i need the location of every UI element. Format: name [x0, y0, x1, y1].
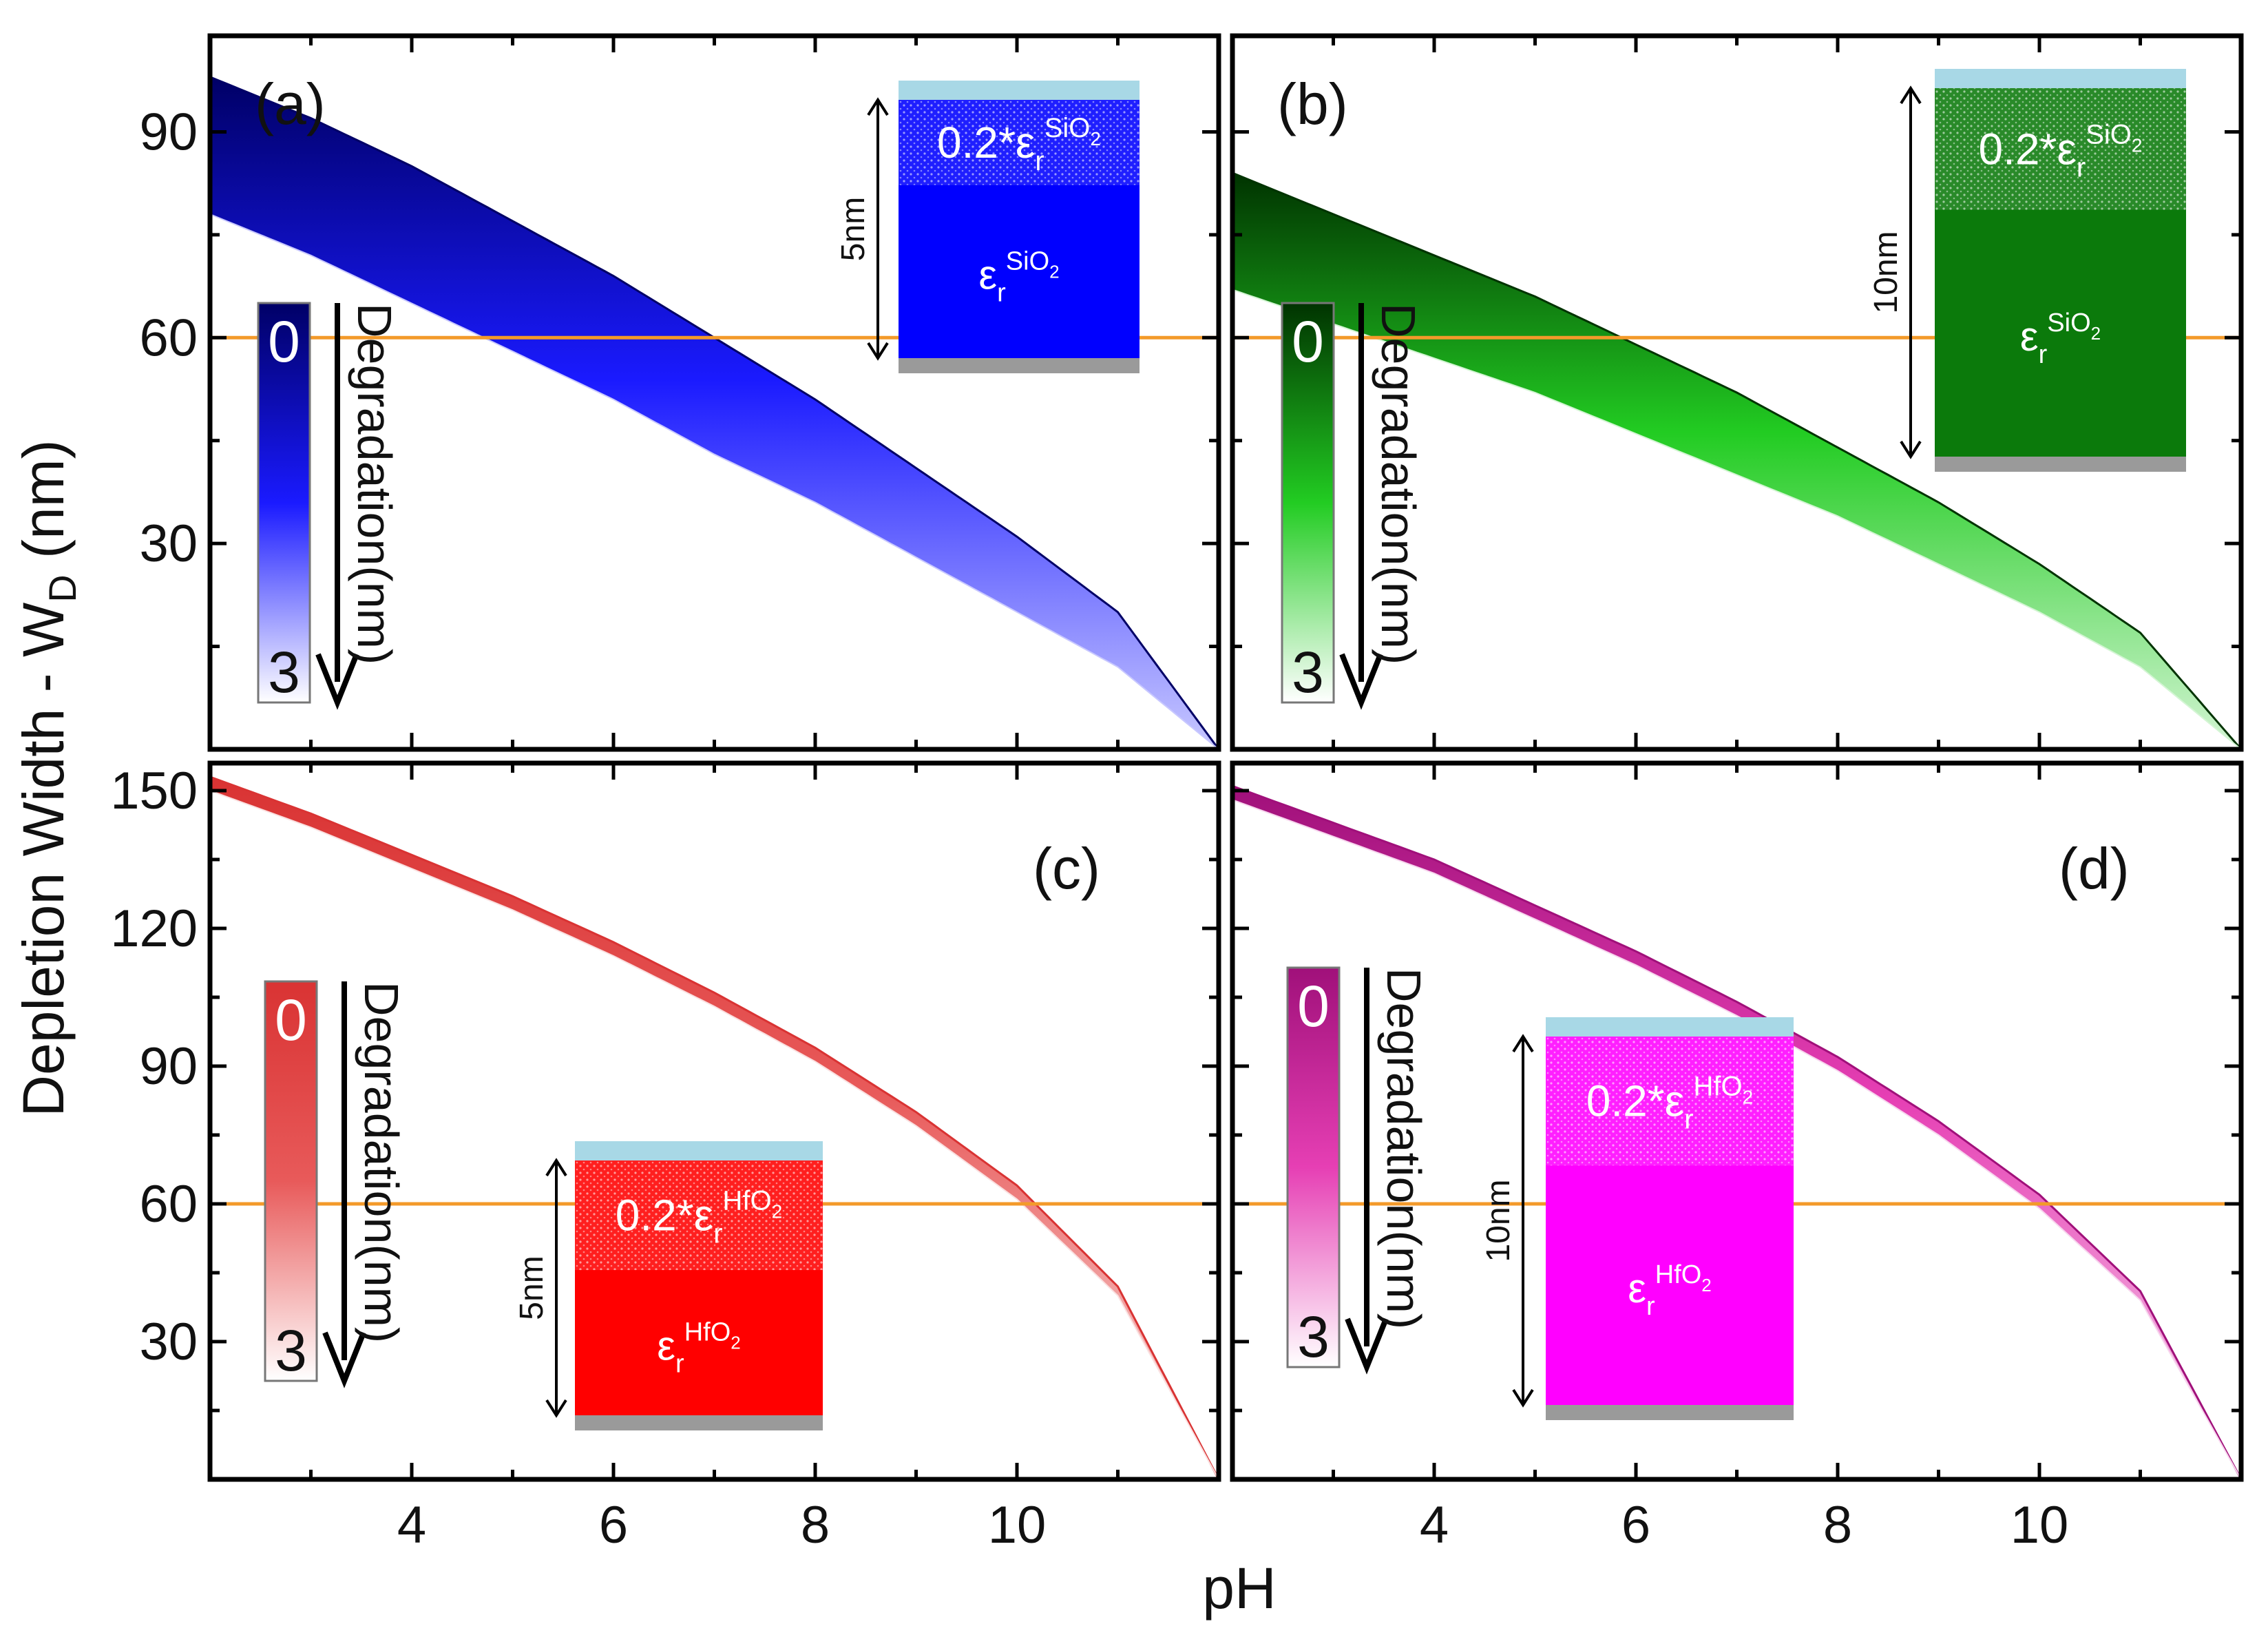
- x-tick-label: 6: [599, 1496, 628, 1554]
- thickness-arrow-head: [1900, 440, 1922, 459]
- series-line-top: [1232, 784, 2243, 1480]
- series-line-top: [209, 775, 1220, 1480]
- inset-top-layer-label: 0.2*εrHfO2: [1586, 1072, 1753, 1135]
- y-tick-label: 60: [139, 309, 198, 367]
- degradation-arrow-head: [1345, 1318, 1389, 1375]
- thickness-arrow-head: [1512, 1034, 1534, 1053]
- inset-substrate: [899, 358, 1140, 373]
- inset-bottom-layer-label: εrHfO2: [1628, 1260, 1711, 1321]
- inset-degraded-layer: [575, 1160, 823, 1271]
- inset-degraded-layer: [1935, 88, 2186, 210]
- degradation-label: Degradation(nm): [1372, 303, 1425, 665]
- inset-substrate: [575, 1415, 823, 1430]
- inset-solution-layer: [899, 81, 1140, 100]
- thickness-label: 5nm: [514, 1256, 550, 1320]
- thickness-label: 10nm: [1480, 1179, 1517, 1262]
- degradation-label: Degradation(nm): [355, 981, 408, 1343]
- panel-b: (b) 0 3 Degradation(nm) 0.2*εrSiO2 εrSiO2 10nm: [1230, 33, 2244, 752]
- panel-c: 30 60 90 120 150 4 6 8 10 (c) 0 3 Degradation(nm) 0.2…: [110, 760, 1221, 1554]
- degradation-arrow-head: [315, 653, 359, 710]
- degradation-label: Degradation(nm): [1377, 968, 1431, 1329]
- inset-degraded-layer: [899, 100, 1140, 185]
- colorbar-top-label: 0: [268, 309, 300, 374]
- y-tick-label: 90: [139, 103, 198, 161]
- y-tick-label: 150: [110, 762, 198, 820]
- y-axis-label-sub: D: [41, 574, 84, 602]
- inset-substrate: [1546, 1405, 1794, 1420]
- colorbar: [257, 302, 311, 704]
- thickness-arrow-head: [1512, 1388, 1534, 1408]
- degradation-label: Degradation(nm): [348, 303, 401, 665]
- inset-bottom-layer-label: εrSiO2: [2020, 309, 2101, 369]
- y-axis-label-unit: (nm): [11, 439, 76, 574]
- colorbar-bottom-label: 3: [1297, 1304, 1330, 1369]
- y-axis-label: Depletion Width - WD (nm): [11, 439, 84, 1116]
- inset-top-layer-label: 0.2*εrSiO2: [937, 113, 1101, 176]
- x-tick-label: 10: [988, 1496, 1047, 1554]
- inset-bottom-layer-label: εrHfO2: [657, 1318, 740, 1379]
- colorbar-bottom-label: 3: [268, 640, 300, 705]
- colorbar: [1286, 966, 1341, 1368]
- inset-substrate: [1935, 457, 2186, 472]
- series-line-bottom: [1232, 289, 2242, 750]
- y-axis-label-main: Depletion Width - W: [11, 603, 76, 1117]
- inset-top-layer-label: 0.2*εrHfO2: [616, 1186, 782, 1249]
- series-line-top: [1232, 171, 2243, 750]
- panel-label: (c): [1033, 836, 1100, 901]
- x-tick-label: 10: [2010, 1496, 2069, 1554]
- x-axis-label: pH: [1202, 1556, 1276, 1621]
- panel-a: 30 60 90 (a) 0 3 Degradation(nm) 0.2*εrSiO2 εrSi…: [139, 33, 1221, 752]
- colorbar-top-label: 0: [1292, 309, 1324, 374]
- degradation-arrow-head: [322, 1331, 366, 1388]
- series-line-bottom: [1232, 799, 2242, 1480]
- y-tick-label: 120: [110, 899, 198, 958]
- colorbar-bottom-label: 3: [1292, 640, 1324, 705]
- x-tick-label: 8: [801, 1496, 830, 1554]
- degradation-arrow-head: [1339, 653, 1383, 710]
- colorbar-top-label: 0: [275, 988, 307, 1052]
- panel-d: 4 6 8 10 (d) 0 3 Degradation(nm) 0.2*εrHfO2 εrHfO…: [1230, 760, 2244, 1554]
- thickness-arrow-head: [867, 97, 889, 116]
- x-tick-label: 4: [397, 1496, 426, 1554]
- series-line-bottom: [209, 790, 1219, 1480]
- inset-solution-layer: [1935, 69, 2186, 88]
- thickness-arrow-head: [545, 1399, 567, 1418]
- colorbar: [264, 980, 318, 1382]
- x-tick-label: 6: [1621, 1496, 1650, 1554]
- panel-label: (b): [1277, 72, 1348, 136]
- y-tick-label: 30: [139, 514, 198, 573]
- colorbar: [1281, 302, 1335, 704]
- inset-solution-layer: [575, 1141, 823, 1160]
- inset-degraded-layer: [1546, 1037, 1794, 1166]
- y-tick-label: 60: [139, 1175, 198, 1233]
- y-tick-label: 90: [139, 1037, 198, 1096]
- inset-bottom-layer-label: εrSiO2: [978, 247, 1059, 307]
- thickness-label: 5nm: [835, 197, 872, 261]
- x-tick-label: 8: [1823, 1496, 1852, 1554]
- x-tick-label: 4: [1420, 1496, 1449, 1554]
- thickness-label: 10nm: [1868, 231, 1904, 313]
- thickness-arrow-head: [545, 1158, 567, 1177]
- inset-top-layer-label: 0.2*εrSiO2: [1979, 119, 2143, 183]
- colorbar-bottom-label: 3: [275, 1318, 307, 1383]
- colorbar-top-label: 0: [1297, 974, 1330, 1039]
- series-line-bottom: [209, 214, 1219, 750]
- y-tick-label: 30: [139, 1313, 198, 1371]
- panel-label: (a): [255, 72, 326, 136]
- inset-solution-layer: [1546, 1017, 1794, 1037]
- thickness-arrow-head: [867, 342, 889, 361]
- degradation-band: [210, 76, 1219, 750]
- degradation-band: [1232, 173, 2241, 749]
- thickness-arrow-head: [1900, 85, 1922, 105]
- panel-label: (d): [2059, 836, 2130, 901]
